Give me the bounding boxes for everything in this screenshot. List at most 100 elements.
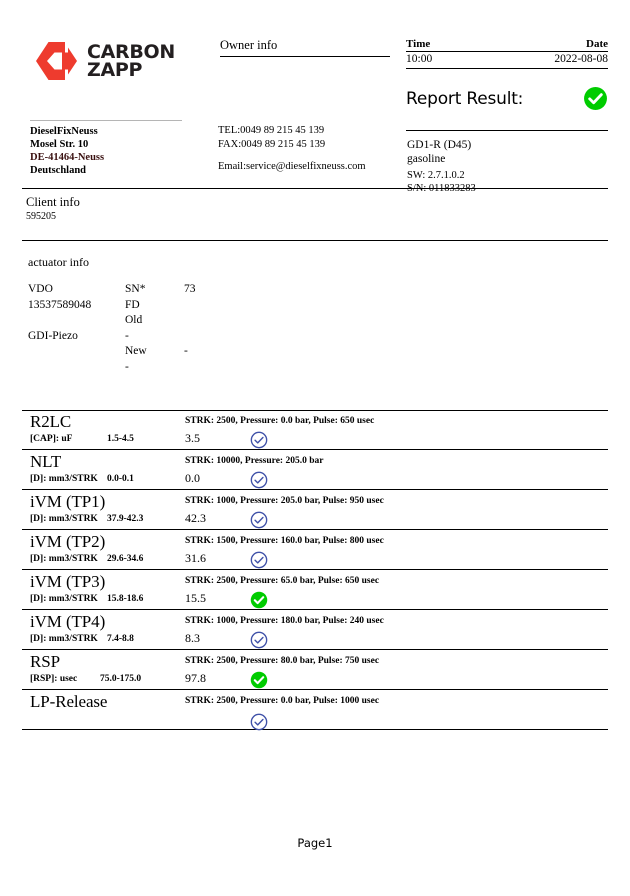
actuator-cell-left: [28, 313, 125, 329]
device-block-divider: [406, 130, 608, 131]
test-unit: [D]: mm3/STRK: [30, 594, 98, 604]
device-software-version: SW: 2.7.1.0.2: [407, 170, 465, 181]
actuator-cell-middle: New: [125, 345, 147, 358]
company-street: Mosel Str. 10: [30, 139, 89, 150]
brand-wordmark: CARBON ZAPP: [87, 43, 175, 81]
test-unit: [RSP]: usec: [30, 674, 78, 684]
header-section-divider: [22, 188, 608, 189]
test-measured-value: 8.3: [185, 631, 200, 645]
client-info-value: 595205: [26, 211, 56, 222]
test-conditions: STRK: 2500, Pressure: 0.0 bar, Pulse: 10…: [185, 696, 380, 706]
report-result-status-badge: [583, 86, 608, 111]
company-divider: [30, 120, 182, 121]
device-info-block: GD1-R (D45) gasoline SW: 2.7.1.0.2 S/N: …: [407, 138, 607, 195]
actuator-row: GDI-Piezo -: [28, 329, 328, 345]
actuator-cell-right: [184, 313, 264, 329]
tests-section-divider: [22, 410, 608, 411]
test-conditions: STRK: 2500, Pressure: 80.0 bar, Pulse: 7…: [185, 656, 380, 666]
client-info-block: Client info 595205: [26, 195, 606, 222]
test-name: R2LC: [30, 412, 72, 431]
actuator-row: VDO SN* 73: [28, 282, 328, 298]
test-row: RSP [RSP]: usec 75.0-175.0 STRK: 2500, Pres…: [22, 650, 608, 690]
blue-check-circle-icon: [250, 431, 268, 449]
actuator-cell-middle: FD: [125, 298, 140, 311]
actuator-cell-middle: SN*: [125, 283, 146, 295]
test-status-badge: [250, 511, 272, 529]
green-check-circle-icon: [250, 671, 268, 689]
owner-info-label: Owner info: [220, 38, 278, 52]
test-range: 0.0-0.1: [107, 474, 134, 484]
test-name: LP-Release: [30, 692, 108, 711]
company-country: Deutschland: [30, 165, 87, 176]
device-fuel-type: gasoline: [407, 153, 446, 165]
actuator-info-grid: VDO SN* 73 13537589048 FD Old GDI-Piezo - New - -: [28, 282, 328, 376]
test-status-badge: [250, 471, 272, 489]
company-contact-block: TEL:0049 89 215 45 139 FAX:0049 89 215 4…: [218, 124, 408, 174]
actuator-cell-middle: -: [125, 329, 129, 342]
actuator-row: New -: [28, 344, 328, 360]
test-row: iVM (TP3) [D]: mm3/STRK 15.8-18.6 STRK: 250…: [22, 570, 608, 610]
client-info-label: Client info: [26, 195, 80, 209]
company-name: DieselFixNeuss: [30, 126, 98, 137]
test-name: iVM (TP4): [30, 612, 106, 631]
device-model: GD1-R (D45): [407, 139, 472, 151]
brand-logo: CARBON ZAPP: [32, 40, 175, 82]
time-date-values: 10:00 2022-08-08: [406, 52, 608, 66]
report-result-block: Report Result:: [406, 86, 608, 111]
green-check-circle-icon: [250, 591, 268, 609]
test-range: 29.6-34.6: [107, 554, 144, 564]
test-range: 1.5-4.5: [107, 434, 134, 444]
blue-check-circle-icon: [250, 631, 268, 649]
test-name: iVM (TP2): [30, 532, 106, 551]
test-unit: [D]: mm3/STRK: [30, 514, 98, 524]
test-range: 7.4-8.8: [107, 634, 134, 644]
company-address-block: DieselFixNeuss Mosel Str. 10 DE-41464-Ne…: [30, 120, 190, 177]
actuator-cell-right: [184, 298, 264, 314]
test-conditions: STRK: 1500, Pressure: 160.0 bar, Pulse: …: [185, 536, 384, 546]
report-header: CARBON ZAPP Owner info Time Date 10:00 2…: [22, 38, 608, 188]
actuator-cell-middle: Old: [125, 314, 143, 327]
actuator-info-label: actuator info: [28, 255, 89, 269]
test-measured-value: 97.8: [185, 671, 206, 685]
test-range: 75.0-175.0: [100, 674, 142, 684]
time-date-divider-top: [406, 51, 608, 52]
test-conditions: STRK: 2500, Pressure: 65.0 bar, Pulse: 6…: [185, 576, 380, 586]
test-status-badge: [250, 551, 272, 569]
test-conditions: STRK: 10000, Pressure: 205.0 bar: [185, 456, 324, 466]
blue-check-circle-icon: [250, 471, 268, 489]
test-conditions: STRK: 1000, Pressure: 205.0 bar, Pulse: …: [185, 496, 384, 506]
test-measured-value: 42.3: [185, 511, 206, 525]
test-measured-value: 3.5: [185, 431, 200, 445]
test-name: iVM (TP1): [30, 492, 106, 511]
page-number: Page1: [297, 836, 333, 850]
test-measured-value: 31.6: [185, 551, 206, 565]
brand-name-line2: ZAPP: [87, 59, 143, 81]
test-row: NLT [D]: mm3/STRK 0.0-0.1 STRK: 10000, Pres…: [22, 450, 608, 490]
test-status-badge: [250, 431, 272, 449]
test-row: iVM (TP1) [D]: mm3/STRK 37.9-42.3 STRK: 100…: [22, 490, 608, 530]
owner-info-block: Owner info: [220, 38, 390, 57]
test-unit: [D]: mm3/STRK: [30, 634, 98, 644]
actuator-cell-right: 73: [184, 283, 196, 295]
company-fax: FAX:0049 89 215 45 139: [218, 139, 326, 150]
actuator-cell-right: [184, 329, 264, 345]
actuator-cell-right: [184, 360, 264, 376]
time-value: 10:00: [406, 53, 433, 65]
time-date-divider-bottom: [406, 68, 608, 69]
test-status-badge: [250, 591, 272, 609]
test-unit: [CAP]: uF: [30, 434, 73, 444]
actuator-row: 13537589048 FD: [28, 298, 328, 314]
test-unit: [D]: mm3/STRK: [30, 474, 98, 484]
test-status-badge: [250, 713, 272, 731]
actuator-cell-left: 13537589048: [28, 298, 92, 311]
green-check-circle-icon: [584, 87, 607, 110]
test-row: iVM (TP2) [D]: mm3/STRK 29.6-34.6 STRK: 150…: [22, 530, 608, 570]
test-conditions: STRK: 2500, Pressure: 0.0 bar, Pulse: 65…: [185, 416, 375, 426]
client-section-divider: [22, 240, 608, 241]
time-date-block: Time Date 10:00 2022-08-08: [406, 38, 608, 69]
test-conditions: STRK: 1000, Pressure: 180.0 bar, Pulse: …: [185, 616, 384, 626]
actuator-cell-left: [28, 360, 125, 376]
blue-check-circle-icon: [250, 713, 268, 731]
test-range: 15.8-18.6: [107, 594, 144, 604]
